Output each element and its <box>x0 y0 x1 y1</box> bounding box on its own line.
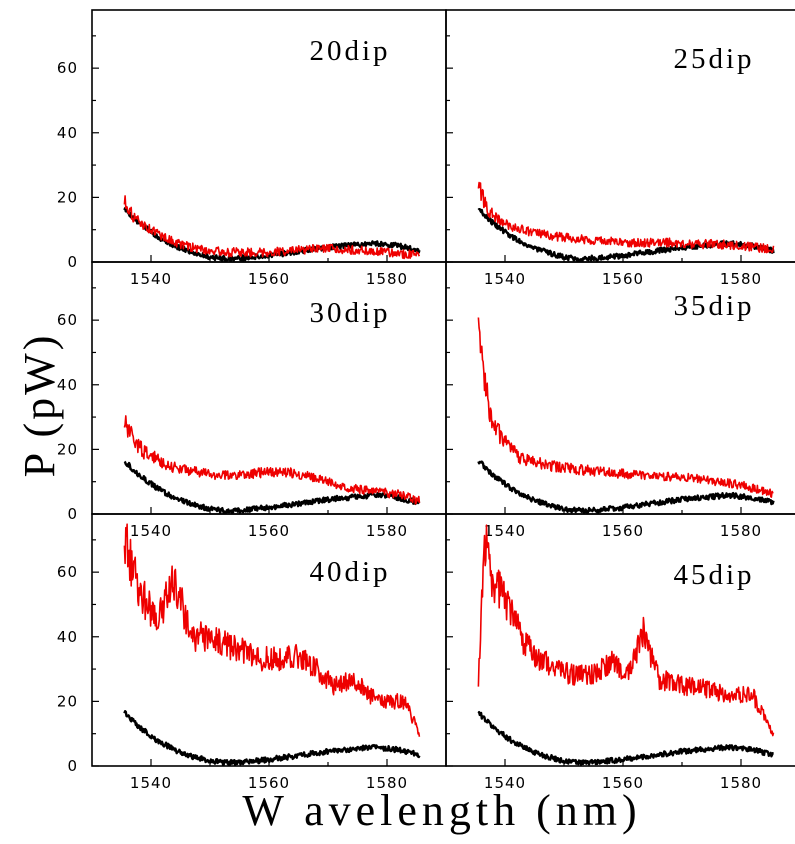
y-tick-label: 60 <box>57 311 78 329</box>
y-tick-label: 60 <box>57 59 78 77</box>
x-tick-label: 1540 <box>484 522 526 540</box>
panel-label: 30dip <box>309 297 390 329</box>
series-line <box>123 460 421 514</box>
x-tick-label: 1580 <box>366 774 408 792</box>
y-tick-label: 20 <box>57 692 78 710</box>
panel-grid: 0 20 40 60 1540 1560 1580 20dip 1540 1560 1580 25di… <box>57 9 795 792</box>
y-tick-label: 0 <box>67 505 78 523</box>
y-tick-label: 60 <box>57 563 78 581</box>
series-line <box>477 460 775 514</box>
y-tick-label: 20 <box>57 188 78 206</box>
series-line <box>477 711 774 766</box>
panel-label: 40dip <box>309 556 390 588</box>
panel-label: 35dip <box>673 290 754 322</box>
chart-panel: 0 20 40 60 1540 1560 1580 40dip <box>57 513 447 792</box>
x-tick-label: 1540 <box>130 522 172 540</box>
series-line <box>123 195 421 260</box>
series-line <box>123 523 421 737</box>
panel-label: 45dip <box>673 559 754 591</box>
chart-panel: 1540 1560 1580 45dip <box>445 513 795 792</box>
series-line <box>123 710 421 766</box>
x-tick-label: 1540 <box>484 774 526 792</box>
chart-panel: 1540 1560 1580 25dip <box>445 9 795 288</box>
panel-label: 20dip <box>309 35 390 67</box>
y-tick-label: 40 <box>57 124 78 142</box>
x-tick-label: 1560 <box>248 774 290 792</box>
series-line <box>123 415 421 505</box>
y-tick-label: 40 <box>57 376 78 394</box>
panel-label: 25dip <box>673 43 754 75</box>
series-line <box>477 524 775 737</box>
chart-panel: 0 20 40 60 1540 1560 1580 30dip <box>57 261 447 540</box>
series-line <box>477 181 775 254</box>
x-tick-label: 1580 <box>720 270 762 288</box>
y-tick-label: 20 <box>57 440 78 458</box>
y-tick-label: 40 <box>57 628 78 646</box>
x-tick-label: 1560 <box>248 522 290 540</box>
chart-panel: 1540 1560 1580 35dip <box>445 261 795 540</box>
x-tick-label: 1560 <box>602 522 644 540</box>
x-tick-label: 1540 <box>130 774 172 792</box>
x-tick-label: 1540 <box>484 270 526 288</box>
y-tick-label: 0 <box>67 757 78 775</box>
x-tick-label: 1560 <box>248 270 290 288</box>
x-tick-label: 1560 <box>602 774 644 792</box>
x-tick-label: 1560 <box>602 270 644 288</box>
series-line <box>477 207 775 262</box>
y-axis-title: P (pW) <box>15 333 64 478</box>
panel-frame <box>445 513 795 767</box>
chart-panel: 0 20 40 60 1540 1560 1580 20dip <box>57 9 447 288</box>
x-tick-label: 1580 <box>366 270 408 288</box>
x-tick-label: 1540 <box>130 270 172 288</box>
series-line <box>477 317 774 498</box>
x-tick-label: 1580 <box>366 522 408 540</box>
y-tick-label: 0 <box>67 253 78 271</box>
x-tick-label: 1580 <box>720 522 762 540</box>
x-axis-title: W avelength (nm) <box>242 786 641 835</box>
x-tick-label: 1580 <box>720 774 762 792</box>
